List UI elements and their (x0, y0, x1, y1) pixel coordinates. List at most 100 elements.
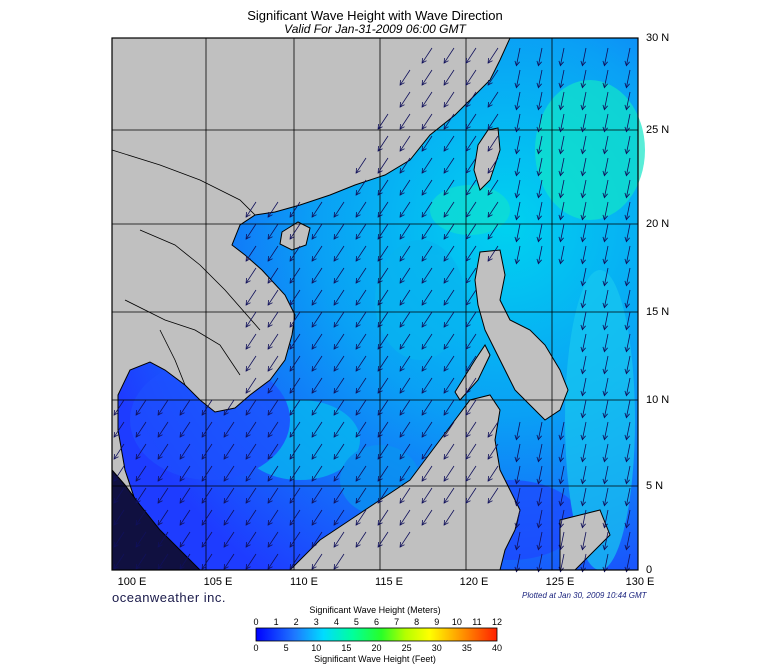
wave-arrow (626, 553, 631, 572)
wave-arrow (399, 399, 411, 416)
wave-arrow (487, 201, 499, 218)
wave-arrow (538, 245, 543, 264)
wave-arrow (626, 399, 631, 418)
colorbar-meters-tick: 11 (472, 617, 482, 627)
wave-arrow-head (179, 476, 185, 482)
wave-arrow (560, 47, 565, 66)
wave-arrow-head (135, 498, 141, 504)
wave-arrow (267, 531, 279, 548)
wave-arrow-head (536, 60, 542, 67)
wave-arrow-head (135, 564, 141, 570)
wave-arrow (465, 267, 477, 284)
wave-arrow-head (289, 322, 295, 328)
wave-arrow (516, 47, 521, 66)
wave-arrow (223, 465, 235, 482)
wave-arrow (421, 69, 433, 86)
wave-arrow-head (355, 300, 361, 306)
wave-arrow-head (602, 544, 608, 551)
wave-arrow-head (245, 212, 251, 218)
wave-arrow (311, 465, 323, 482)
wave-arrow (538, 223, 543, 242)
wave-arrow (487, 179, 499, 196)
wave-arrow-head (624, 390, 630, 397)
wave-arrow-head (487, 190, 493, 196)
wave-arrow-head (355, 366, 361, 372)
wave-arrow-head (536, 104, 542, 111)
wave-arrow (604, 531, 609, 550)
wave-arrow (443, 487, 455, 504)
wave-arrow-head (421, 58, 427, 64)
wave-arrow-head (135, 432, 141, 438)
wave-arrow (626, 421, 631, 440)
wave-arrow (443, 355, 455, 372)
wave-arrow-head (536, 456, 542, 463)
wave-arrow-head (399, 212, 405, 218)
wave-arrow-head (135, 410, 141, 416)
wave-arrow-head (536, 566, 542, 573)
wave-arrow (157, 487, 169, 504)
wave-arrow (582, 487, 587, 506)
wave-arrow-head (157, 498, 163, 504)
wave-arrow (399, 267, 411, 284)
wave-arrow-head (311, 278, 317, 284)
wave-arrow-head (624, 60, 630, 67)
wave-arrow-head (311, 366, 317, 372)
country-borders (111, 149, 261, 386)
wave-arrow-head (514, 236, 520, 243)
wave-arrow-head (602, 346, 608, 353)
wave-arrow (604, 289, 609, 308)
wave-arrow-head (157, 454, 163, 460)
wave-arrow-head (602, 302, 608, 309)
wave-arrow (443, 377, 455, 394)
wave-arrow (626, 201, 631, 220)
wave-arrow (604, 245, 609, 264)
wave-arrow (626, 47, 631, 66)
wave-arrow-head (267, 454, 273, 460)
wave-arrow-head (421, 212, 427, 218)
wave-arrow-head (536, 170, 542, 177)
wave-arrow (223, 509, 235, 526)
wave-arrow-head (267, 542, 273, 548)
wave-arrow (179, 487, 191, 504)
wave-arrow-head (267, 520, 273, 526)
wave-arrow-head (333, 454, 339, 460)
wave-arrow-head (355, 388, 361, 394)
wave-arrow (289, 223, 301, 240)
wave-arrow-head (443, 256, 449, 262)
wave-arrow-head (377, 344, 383, 350)
wave-arrow-head (399, 498, 405, 504)
wave-arrow-head (289, 564, 295, 570)
wave-arrow (538, 179, 543, 198)
wave-arrow-head (465, 58, 471, 64)
wave-arrow (311, 377, 323, 394)
wave-arrow-head (399, 234, 405, 240)
colorbar-meters-tick: 1 (273, 617, 279, 627)
wave-arrow-head (267, 256, 273, 262)
wave-arrow (289, 201, 301, 218)
colorbar-meters-tick: 12 (491, 617, 503, 627)
wave-arrow (443, 135, 455, 152)
wave-arrow-head (602, 280, 608, 287)
wave-arrow-head (113, 498, 119, 504)
lat-label-0: 0 (646, 564, 653, 576)
wave-arrow (626, 91, 631, 110)
colorbar-feet-tick: 5 (283, 643, 289, 653)
wave-arrow (582, 377, 587, 396)
wave-arrow-head (624, 192, 630, 199)
wave-arrow-head (289, 344, 295, 350)
wave-arrow (421, 135, 433, 152)
wave-arrow-head (514, 456, 520, 463)
wave-arrow (267, 553, 279, 570)
wave-arrow (289, 553, 301, 570)
lon-label-120e: 120 E (459, 576, 489, 588)
wave-arrow (399, 157, 411, 174)
wave-arrow (311, 487, 323, 504)
wave-arrow-head (399, 102, 405, 108)
wave-arrow-head (465, 498, 471, 504)
wave-arrow (443, 113, 455, 130)
wave-arrow (179, 553, 191, 570)
wave-arrow (582, 333, 587, 352)
wave-arrow (179, 443, 191, 460)
lon-label-110e: 110 E (290, 576, 318, 588)
wave-arrow (179, 465, 191, 482)
